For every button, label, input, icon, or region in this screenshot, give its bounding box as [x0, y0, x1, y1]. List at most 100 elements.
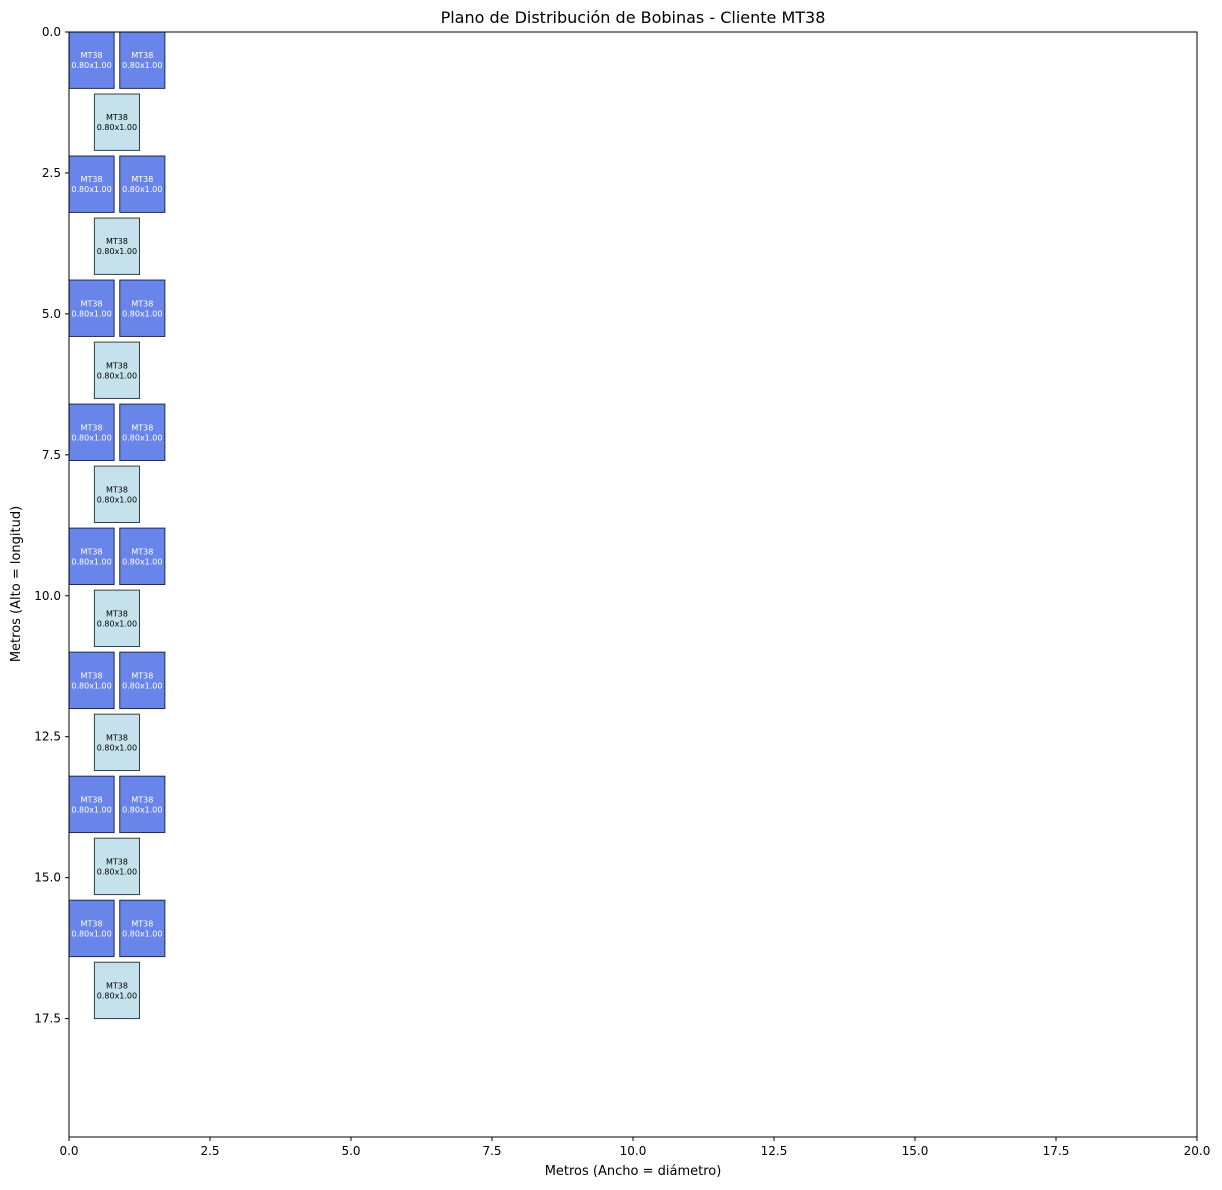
coil-rectangles: MT380.80x1.00MT380.80x1.00MT380.80x1.00M…: [68, 31, 166, 1020]
y-axis-label: Metros (Alto = longitud): [9, 506, 24, 662]
coil-rect: [68, 155, 115, 213]
coil-rect: [68, 651, 115, 710]
coil-label-size: 0.80x1.00: [97, 743, 137, 752]
coil-rect: [119, 899, 166, 958]
coil-label-size: 0.80x1.00: [122, 61, 162, 70]
x-tick-label: 15.0: [902, 1144, 929, 1158]
coil-label-size: 0.80x1.00: [97, 619, 137, 628]
coil-label-size: 0.80x1.00: [71, 557, 111, 566]
coil-label-id: MT38: [131, 51, 153, 60]
coil-label-size: 0.80x1.00: [97, 123, 137, 132]
x-tick-label: 5.0: [341, 1144, 360, 1158]
coil-label-size: 0.80x1.00: [97, 991, 137, 1000]
coil-rect: [93, 589, 140, 648]
coil-rect: [119, 155, 166, 213]
coil-rect: [119, 31, 166, 89]
coil-rect: [93, 837, 140, 896]
coil-label-size: 0.80x1.00: [122, 681, 162, 690]
y-tick-label: 15.0: [34, 871, 61, 885]
coil-label-size: 0.80x1.00: [122, 185, 162, 194]
coil-label-id: MT38: [106, 981, 128, 990]
x-tick-label: 12.5: [761, 1144, 788, 1158]
coil-label-id: MT38: [106, 361, 128, 370]
coil-label-size: 0.80x1.00: [122, 805, 162, 814]
coil-label-id: MT38: [81, 51, 103, 60]
coil-label-id: MT38: [106, 857, 128, 866]
coil-label-size: 0.80x1.00: [71, 681, 111, 690]
plot-area: MT380.80x1.00MT380.80x1.00MT380.80x1.00M…: [68, 31, 1198, 1138]
y-tick-label: 0.0: [42, 25, 61, 39]
coil-label-id: MT38: [81, 919, 103, 928]
coil-label-size: 0.80x1.00: [97, 867, 137, 876]
coil-label-size: 0.80x1.00: [97, 247, 137, 256]
y-tick-label: 2.5: [42, 166, 61, 180]
coil-label-id: MT38: [131, 795, 153, 804]
coil-label-size: 0.80x1.00: [71, 805, 111, 814]
coil-label-size: 0.80x1.00: [122, 929, 162, 938]
coil-label-id: MT38: [131, 299, 153, 308]
y-tick-label: 7.5: [42, 448, 61, 462]
coil-label-id: MT38: [131, 547, 153, 556]
y-tick-label: 10.0: [34, 589, 61, 603]
coil-label-id: MT38: [81, 547, 103, 556]
chart-title: Plano de Distribución de Bobinas - Clien…: [441, 8, 826, 27]
coil-rect: [68, 899, 115, 958]
coil-label-id: MT38: [81, 795, 103, 804]
coil-rect: [68, 31, 115, 89]
coil-rect: [119, 651, 166, 710]
coil-label-id: MT38: [106, 237, 128, 246]
y-tick-label: 12.5: [34, 730, 61, 744]
coil-label-size: 0.80x1.00: [122, 557, 162, 566]
plot-background: [69, 32, 1197, 1137]
coil-label-id: MT38: [131, 919, 153, 928]
y-tick-label: 17.5: [34, 1012, 61, 1026]
coil-label-size: 0.80x1.00: [71, 433, 111, 442]
coil-rect: [93, 93, 140, 151]
coil-label-size: 0.80x1.00: [71, 185, 111, 194]
coil-label-size: 0.80x1.00: [71, 929, 111, 938]
x-tick-label: 17.5: [1043, 1144, 1070, 1158]
coil-label-id: MT38: [131, 175, 153, 184]
x-tick-label: 20.0: [1184, 1144, 1211, 1158]
coil-label-size: 0.80x1.00: [71, 309, 111, 318]
coil-rect: [68, 527, 115, 585]
coil-label-id: MT38: [131, 423, 153, 432]
x-tick-label: 7.5: [482, 1144, 501, 1158]
coil-label-id: MT38: [106, 609, 128, 618]
x-tick-label: 2.5: [200, 1144, 219, 1158]
coil-label-size: 0.80x1.00: [71, 61, 111, 70]
coil-label-id: MT38: [81, 175, 103, 184]
coil-rect: [119, 403, 166, 461]
coil-rect: [119, 279, 166, 337]
coil-label-id: MT38: [81, 423, 103, 432]
coil-label-size: 0.80x1.00: [122, 433, 162, 442]
coil-rect: [93, 217, 140, 275]
x-tick-label: 0.0: [59, 1144, 78, 1158]
coil-rect: [93, 465, 140, 523]
coil-rect: [119, 775, 166, 834]
coil-rect: [68, 775, 115, 834]
coil-rect: [119, 527, 166, 585]
coil-label-id: MT38: [81, 671, 103, 680]
coil-label-id: MT38: [131, 671, 153, 680]
